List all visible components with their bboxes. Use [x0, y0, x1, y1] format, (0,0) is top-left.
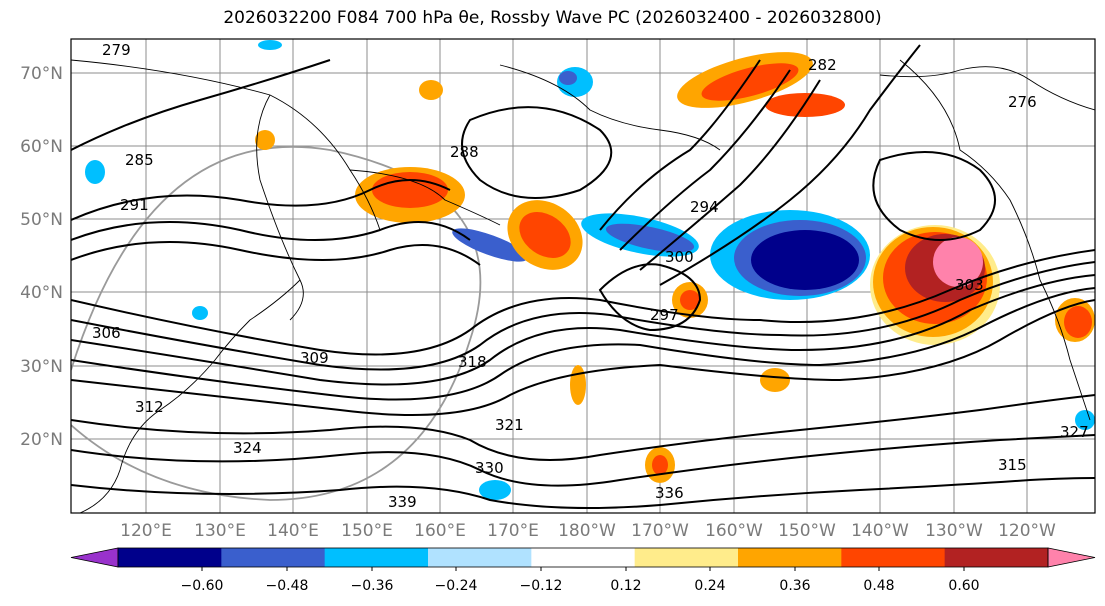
title-text: 2026032200 F084 700 hPa θe, Rossby Wave …	[223, 8, 882, 28]
colorbar-tick-label: −0.12	[520, 578, 563, 594]
lat-label: 40°N	[20, 283, 63, 303]
colorbar-swatch	[841, 548, 946, 567]
colorbar-tick-label: 0.48	[863, 578, 894, 594]
colorbar-tick-label: −0.60	[181, 578, 224, 594]
lat-label: 60°N	[20, 137, 63, 157]
theta-e-contours	[71, 44, 1095, 510]
contour-label: 315	[998, 456, 1027, 474]
colorbar-tick-label: 0.24	[694, 578, 725, 594]
contour-label: 297	[650, 306, 679, 324]
contour-labels: 279 285 291 288 294 300 306 309 318 321 …	[92, 41, 1089, 511]
colorbar-extend-max	[1047, 547, 1096, 568]
map-panel: 279 285 291 288 294 300 306 309 318 321 …	[70, 38, 1096, 514]
lat-label: 70°N	[20, 64, 63, 84]
colorbar-swatch	[428, 548, 532, 567]
contour-label: 330	[475, 459, 504, 477]
lon-label: 150°W	[778, 521, 836, 541]
map-frame	[70, 38, 1096, 514]
colorbar: −0.60 −0.48 −0.36 −0.24 −0.12 0.12 0.24 …	[70, 547, 1096, 594]
contour-label: 303	[955, 276, 984, 294]
colorbar-tick-label: 0.60	[948, 578, 979, 594]
coastlines	[71, 59, 1095, 513]
contour-label: 279	[102, 41, 131, 59]
colorbar-swatches	[70, 547, 1096, 568]
lon-label: 140°W	[851, 521, 909, 541]
contour-label: 324	[233, 439, 262, 457]
lon-label: 160°W	[705, 521, 763, 541]
colorbar-tick-labels: −0.60 −0.48 −0.36 −0.24 −0.12 0.12 0.24 …	[181, 578, 980, 594]
colorbar-tick-label: −0.24	[435, 578, 478, 594]
colorbar-swatch	[324, 548, 429, 567]
lon-label: 170°E	[487, 521, 539, 541]
contour-label: 282	[808, 56, 837, 74]
contour-label: 339	[388, 493, 417, 511]
lon-label: 120°W	[998, 521, 1056, 541]
contour-label: 276	[1008, 93, 1037, 111]
contour-label: 321	[495, 416, 524, 434]
colorbar-swatch	[221, 548, 326, 567]
colorbar-swatch	[531, 548, 636, 567]
colorbar-swatch	[118, 548, 222, 567]
lon-label: 150°E	[341, 521, 393, 541]
longitude-labels: 120°E 130°E 140°E 150°E 160°E 170°E 180°…	[120, 521, 1056, 541]
latitude-labels: 70°N 60°N 50°N 40°N 30°N 20°N	[20, 64, 63, 450]
lon-label: 130°W	[925, 521, 983, 541]
colorbar-swatch	[634, 548, 739, 567]
contour-label: 291	[120, 196, 149, 214]
colorbar-swatch	[738, 548, 842, 567]
colorbar-tick-label: −0.36	[351, 578, 394, 594]
contour-label: 327	[1060, 423, 1089, 441]
contour-label: 336	[655, 484, 684, 502]
lon-label: 180°W	[558, 521, 616, 541]
contour-label: 285	[125, 151, 154, 169]
lat-label: 20°N	[20, 430, 63, 450]
contour-label: 318	[458, 353, 487, 371]
lon-label: 140°E	[267, 521, 319, 541]
lat-label: 30°N	[20, 357, 63, 377]
colorbar-tick-label: 0.36	[779, 578, 810, 594]
lon-label: 160°E	[414, 521, 466, 541]
colorbar-swatch	[944, 548, 1049, 567]
colorbar-frame	[117, 547, 1049, 568]
colorbar-extend-min	[70, 547, 119, 568]
colorbar-tick-label: 0.12	[610, 578, 641, 594]
contour-label: 288	[450, 143, 479, 161]
lat-label: 50°N	[20, 210, 63, 230]
contour-label: 312	[135, 398, 164, 416]
reference-arc	[71, 145, 482, 501]
lon-label: 170°W	[631, 521, 689, 541]
contour-label: 309	[300, 349, 329, 367]
colorbar-tick-label: −0.48	[266, 578, 309, 594]
figure-title: 2026032200 F084 700 hPa θe, Rossby Wave …	[0, 8, 1105, 28]
contour-label: 306	[92, 324, 121, 342]
lon-label: 130°E	[194, 521, 246, 541]
lon-label: 120°E	[120, 521, 172, 541]
contour-label: 300	[665, 248, 694, 266]
contour-label: 294	[690, 198, 719, 216]
colorbar-ticks	[201, 567, 965, 571]
